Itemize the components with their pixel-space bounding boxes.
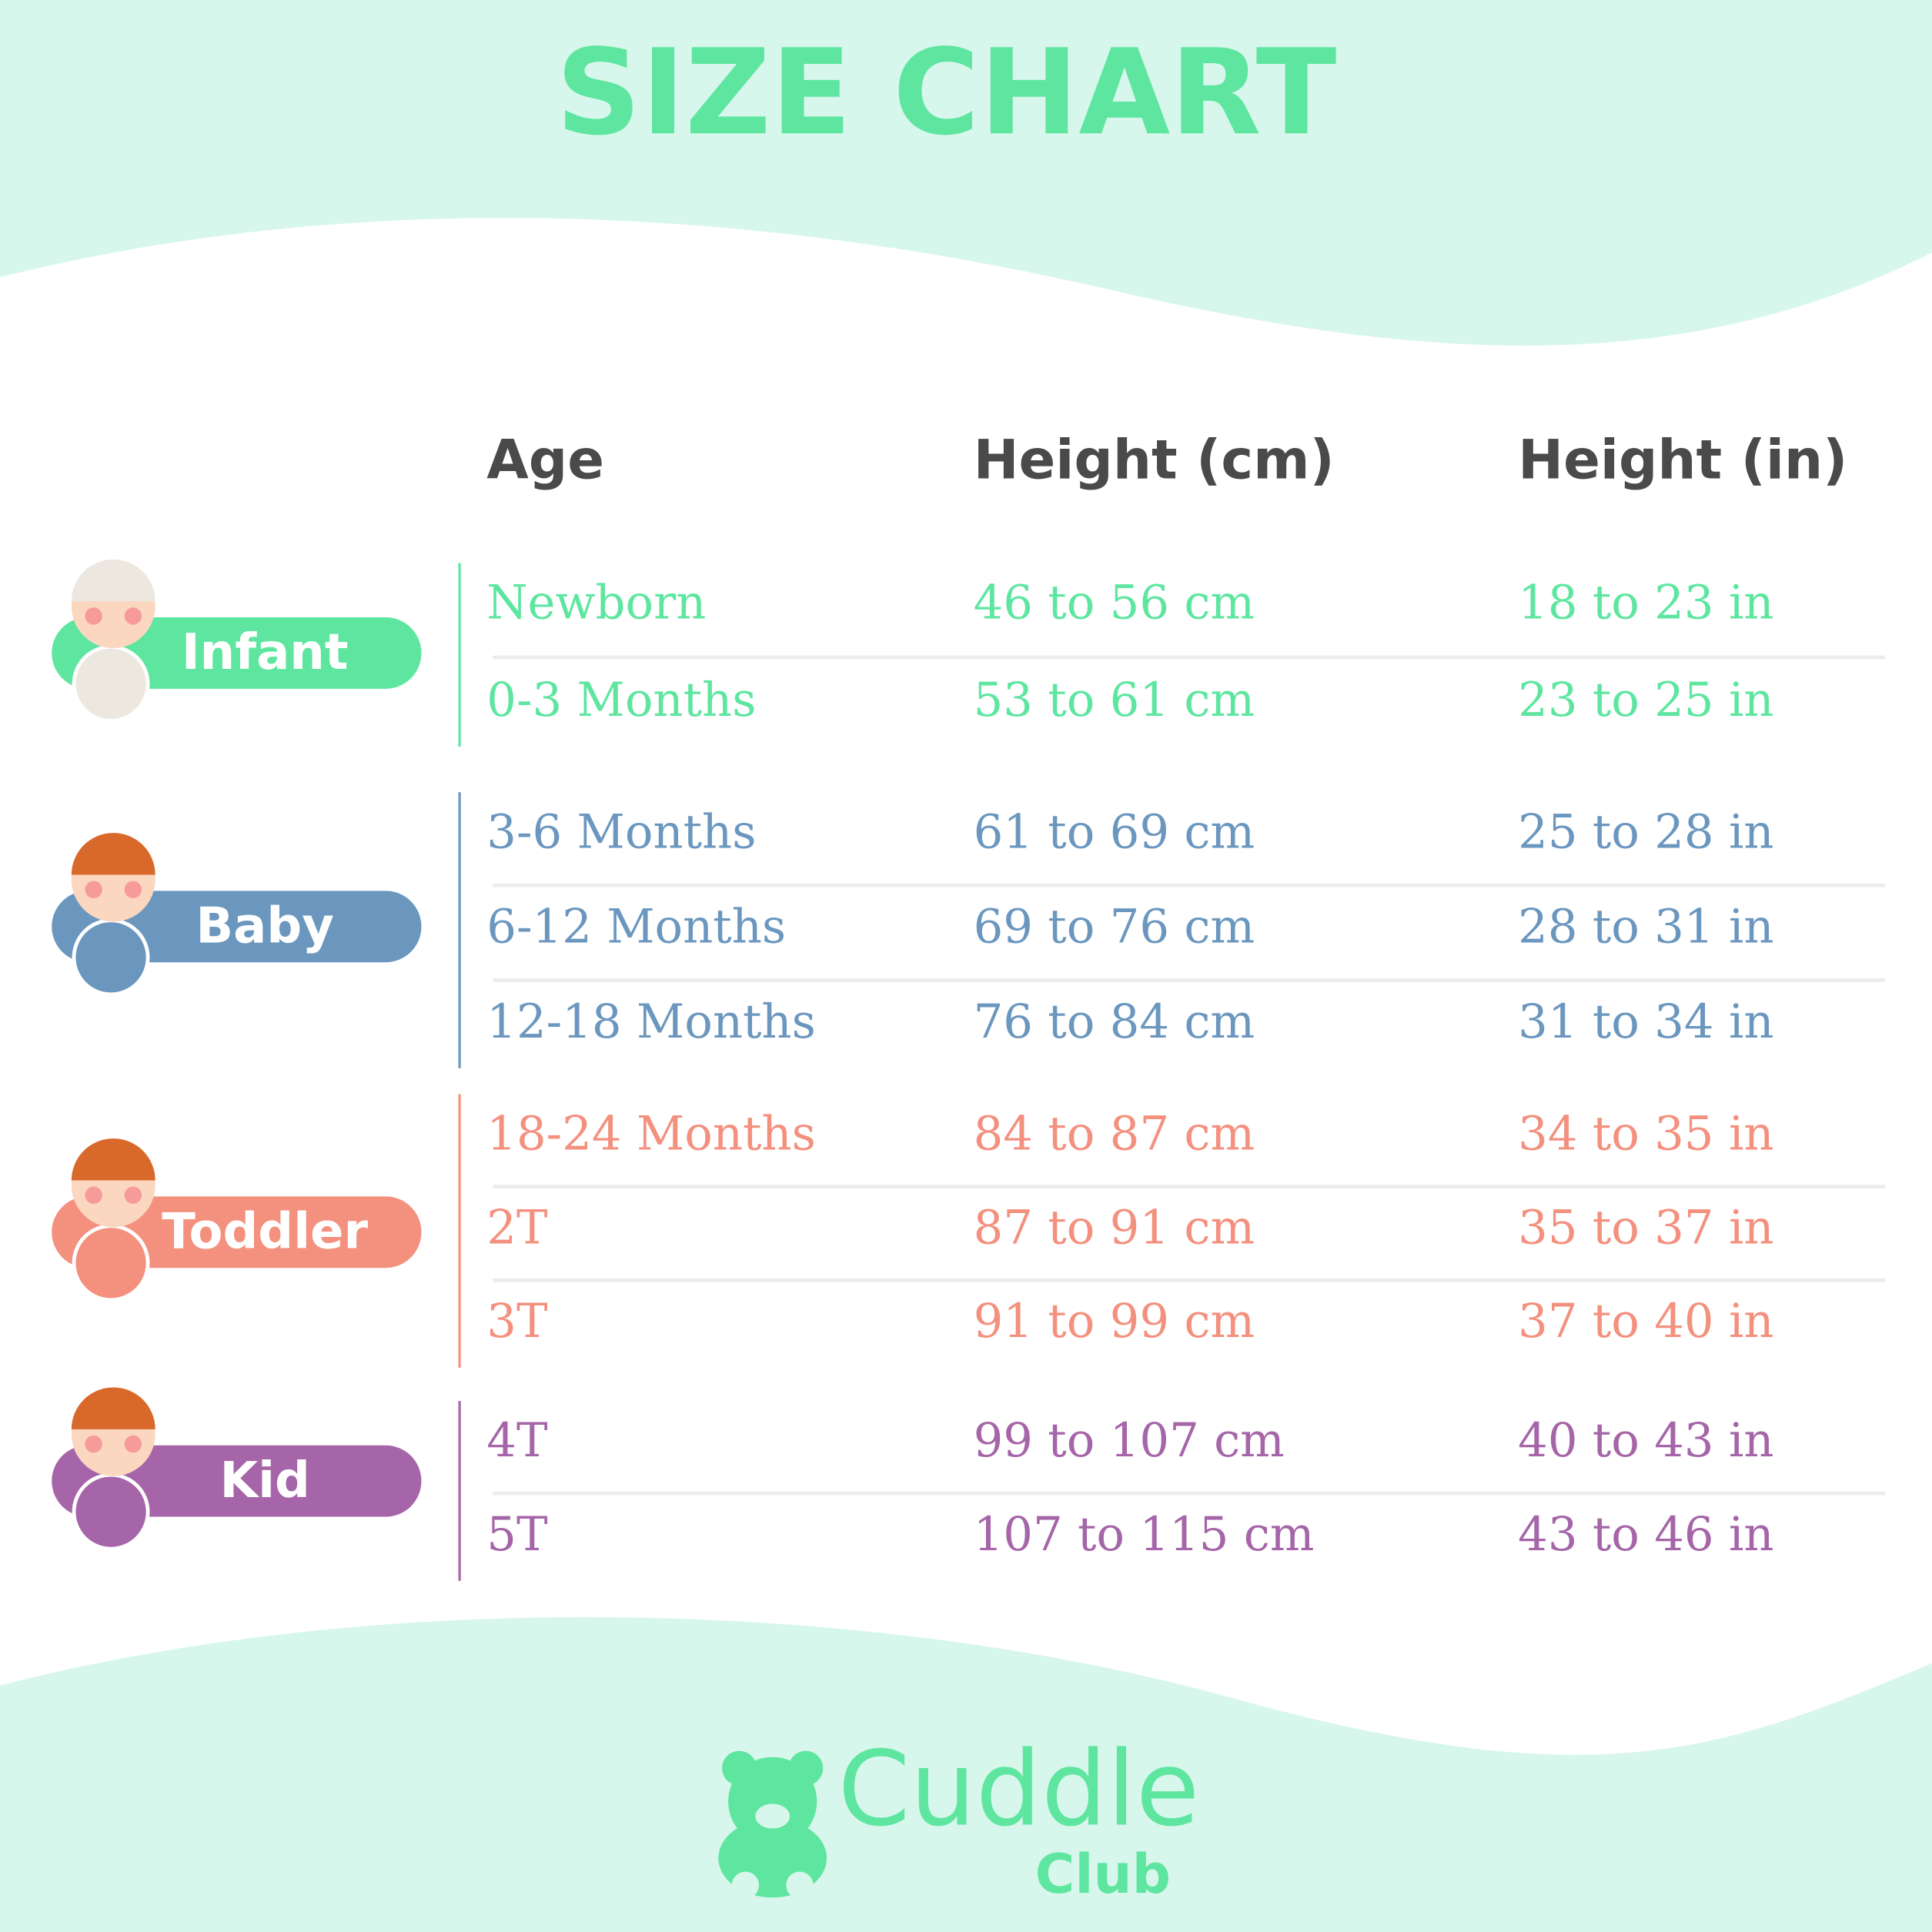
child-cheek — [124, 607, 142, 625]
child-hair — [71, 1138, 155, 1181]
table-cell: 76 to 84 cm — [974, 995, 1255, 1049]
child-cheek — [124, 881, 142, 898]
table-cell: 31 to 34 in — [1518, 995, 1773, 1049]
child-hair — [71, 559, 155, 602]
table-cell: 84 to 87 cm — [974, 1108, 1255, 1162]
group-label: Baby — [196, 898, 334, 955]
table-cell: 23 to 25 in — [1518, 674, 1773, 727]
table-cell: 43 to 46 in — [1518, 1508, 1773, 1562]
child-hair — [71, 1387, 155, 1429]
table-cell: 28 to 31 in — [1518, 901, 1773, 954]
logo-bear — [718, 1750, 827, 1899]
table-cell: 107 to 115 cm — [974, 1508, 1315, 1562]
child-cheek — [85, 1435, 102, 1453]
table-cell: 3-6 Months — [486, 805, 756, 859]
table-cell: 2T — [486, 1201, 547, 1255]
group-label: Toddler — [162, 1204, 368, 1261]
table-cell: 12-18 Months — [486, 995, 815, 1049]
table-cell: 34 to 35 in — [1518, 1108, 1773, 1162]
child-cheek — [85, 607, 102, 625]
table-cell: 37 to 40 in — [1518, 1295, 1773, 1349]
table-cell: 99 to 107 cm — [974, 1414, 1285, 1468]
child-body — [72, 1472, 150, 1551]
child-cheek — [124, 1186, 142, 1204]
table-cell: 3T — [486, 1295, 547, 1349]
title: SIZE CHART — [556, 24, 1336, 162]
child-body — [72, 645, 150, 723]
table-cell: 4T — [486, 1414, 547, 1468]
table-cell: 0-3 Months — [486, 674, 756, 727]
group-label: Infant — [182, 624, 349, 681]
table-cell: 40 to 43 in — [1518, 1414, 1773, 1468]
table-cell: Newborn — [486, 577, 706, 630]
child-body — [72, 918, 150, 997]
group-label: Kid — [219, 1452, 309, 1509]
table-cell: 18-24 Months — [486, 1108, 815, 1162]
table-cell: 53 to 61 cm — [974, 674, 1255, 727]
brand-sub: Club — [1035, 1843, 1171, 1906]
table-cell: 35 to 37 in — [1518, 1201, 1773, 1255]
table-cell: 18 to 23 in — [1518, 577, 1773, 630]
table-cell: 46 to 56 cm — [974, 577, 1255, 630]
table-cell: 61 to 69 cm — [974, 805, 1255, 859]
table-cell: 91 to 99 cm — [974, 1295, 1255, 1349]
table-cell: 69 to 76 cm — [974, 901, 1255, 954]
child-cheek — [85, 881, 102, 898]
bottom-wave — [0, 1616, 1932, 1932]
table-cell: 5T — [486, 1508, 547, 1562]
child-body — [72, 1224, 150, 1302]
table-cell: 87 to 91 cm — [974, 1201, 1255, 1255]
brand-name: Cuddle — [838, 1729, 1200, 1850]
column-header: Age — [486, 428, 604, 491]
child-cheek — [124, 1435, 142, 1453]
child-cheek — [85, 1186, 102, 1204]
column-header: Height (in) — [1518, 428, 1847, 491]
table-cell: 25 to 28 in — [1518, 805, 1773, 859]
top-wave — [0, 0, 1932, 346]
table-cell: 6-12 Months — [486, 901, 786, 954]
child-hair — [71, 833, 155, 875]
column-header: Height (cm) — [974, 428, 1335, 491]
